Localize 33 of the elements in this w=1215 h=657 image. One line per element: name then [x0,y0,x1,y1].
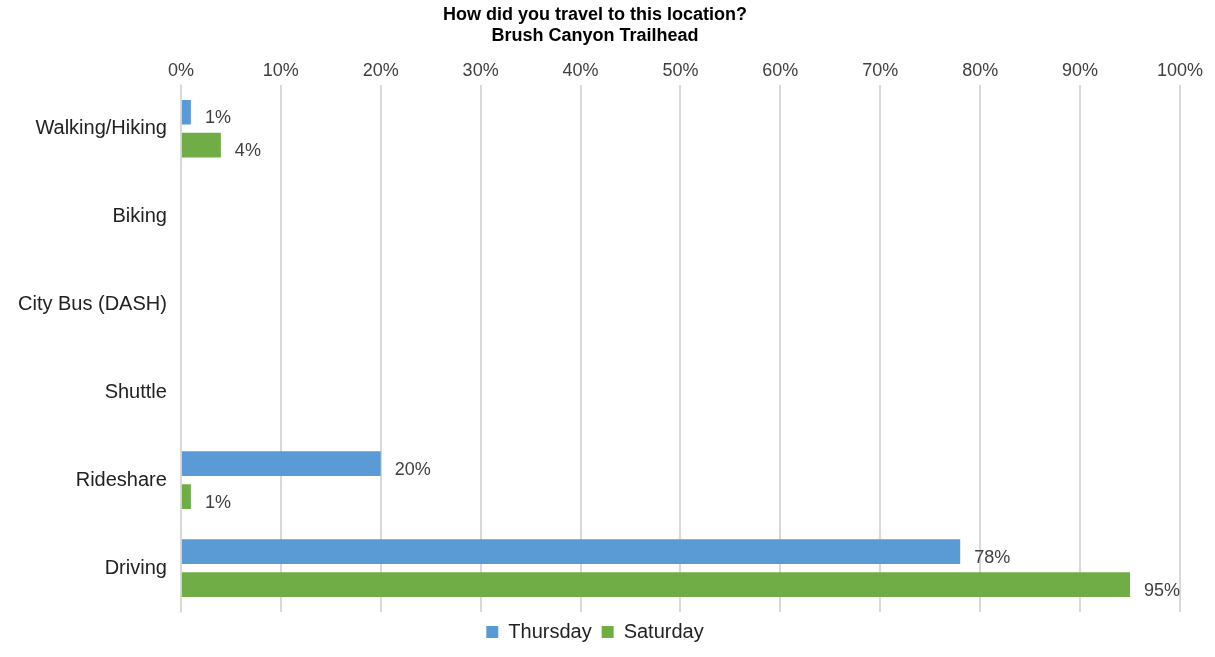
data-label: 4% [234,140,261,161]
y-tick-label: Walking/Hiking [35,116,167,139]
data-label: 1% [204,491,231,512]
x-tick-label: 90% [1062,59,1099,80]
y-tick-label: City Bus (DASH) [18,291,167,314]
legend-label: Thursday [508,619,592,642]
x-tick-label: 10% [262,59,299,80]
y-tick-label: Rideshare [75,467,167,490]
chart-subtitle: Brush Canyon Trailhead [491,25,699,46]
bar [181,132,221,158]
bar [181,539,961,564]
bar [181,484,191,510]
data-label: 1% [204,107,231,128]
data-label: 20% [394,458,431,479]
x-tick-label: 60% [762,59,799,80]
data-label: 95% [1144,579,1181,600]
x-tick-label: 70% [862,59,899,80]
y-tick-label: Driving [104,555,167,578]
legend-label: Saturday [623,619,704,642]
x-tick-label: 20% [362,59,399,80]
y-tick-label: Biking [112,204,167,227]
bar [181,99,191,125]
bar [181,572,1131,597]
x-tick-label: 50% [662,59,699,80]
y-tick-label: Shuttle [104,379,167,402]
x-tick-label: 0% [167,59,194,80]
x-tick-label: 30% [462,59,499,80]
chart-title: How did you travel to this location? [442,3,748,24]
x-tick-label: 80% [962,59,999,80]
data-label: 78% [974,546,1011,567]
x-tick-label: 40% [562,59,599,80]
x-tick-label: 100% [1156,59,1204,80]
bar [181,451,381,477]
